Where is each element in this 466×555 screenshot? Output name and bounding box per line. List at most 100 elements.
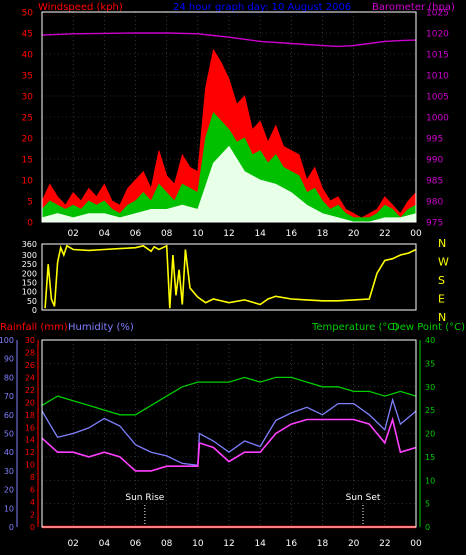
compass-label: N (438, 311, 446, 324)
x-tick-label: 14 (254, 539, 266, 549)
wind-direction-series (44, 244, 417, 309)
compass-label: W (438, 256, 449, 269)
y-tick-label: 25 (22, 114, 33, 124)
rainfall-tick-label: 4 (30, 498, 35, 507)
y2-tick-label: 1005 (426, 93, 449, 103)
x-tick-label: 18 (317, 229, 329, 239)
temperature-tick-label: 10 (425, 476, 435, 485)
y-tick-label: 250 (22, 260, 37, 269)
temperature-tick-label: 30 (425, 383, 435, 392)
x-tick-label: 20 (348, 539, 360, 549)
y2-tick-label: 985 (426, 177, 443, 187)
wind-pressure-panel: 0510152025303540455097598098599099510001… (22, 9, 450, 240)
y-tick-label: 300 (22, 251, 37, 260)
x-tick-label: 02 (67, 539, 78, 549)
rainfall-tick-label: 14 (25, 436, 35, 445)
y-tick-label: 100 (22, 288, 37, 297)
rainfall-tick-label: 10 (25, 461, 35, 470)
x-tick-label: 16 (286, 229, 298, 239)
y-tick-label: 150 (22, 279, 37, 288)
plot-frame (41, 243, 417, 311)
x-tick-label: 22 (379, 229, 390, 239)
y-tick-label: 40 (22, 51, 34, 61)
y2-tick-label: 1015 (426, 51, 449, 61)
y2-tick-label: 1025 (426, 9, 449, 19)
x-tick-label: 06 (130, 539, 142, 549)
x-tick-label: 18 (317, 539, 329, 549)
plot-frame (41, 339, 417, 528)
y2-tick-label: 1000 (426, 114, 449, 124)
x-tick-label: 08 (161, 539, 173, 549)
humidity-tick-label: 90 (4, 355, 14, 364)
humidity-axis-title: Humidity (%) (68, 322, 134, 333)
temperature-tick-label: 0 (425, 523, 430, 532)
y-tick-label: 30 (22, 93, 34, 103)
x-tick-label: 04 (99, 229, 111, 239)
temperature-tick-label: 35 (425, 359, 435, 368)
compass-label: N (438, 237, 446, 250)
y-tick-label: 10 (22, 177, 34, 187)
temperature-tick-label: 5 (425, 500, 430, 509)
compass-label: E (438, 293, 445, 306)
rainfall-tick-label: 18 (25, 411, 35, 420)
y-tick-label: 200 (22, 269, 37, 278)
windspeed-low-series (41, 145, 417, 223)
y-tick-label: 0 (27, 219, 33, 229)
y2-tick-label: 975 (426, 219, 443, 229)
humidity-tick-label: 20 (4, 486, 14, 495)
x-tick-label: 10 (192, 539, 204, 549)
rainfall-tick-label: 6 (30, 486, 35, 495)
x-tick-label: 02 (67, 229, 78, 239)
y-tick-label: 50 (22, 9, 34, 19)
x-tick-label: 10 (192, 229, 204, 239)
humidity-tick-label: 80 (4, 373, 14, 382)
y2-tick-label: 990 (426, 156, 443, 166)
y2-tick-label: 995 (426, 135, 443, 145)
rainfall-tick-label: 22 (25, 386, 35, 395)
y-tick-label: 15 (22, 156, 33, 166)
rainfall-tick-label: 12 (25, 448, 35, 457)
humidity-tick-label: 30 (4, 467, 14, 476)
x-tick-label: 14 (254, 229, 266, 239)
rainfall-tick-label: 20 (25, 398, 35, 407)
y2-tick-label: 980 (426, 198, 443, 208)
y2-tick-label: 1020 (426, 30, 449, 40)
windspeed-axis-title: Windspeed (kph) (38, 2, 123, 13)
temperature-axis-title: Temperature (°C) (311, 322, 398, 333)
barometer-series (41, 32, 417, 48)
rainfall-tick-label: 30 (25, 336, 35, 345)
rainfall-tick-label: 0 (30, 523, 35, 532)
humidity-tick-label: 40 (4, 448, 14, 457)
barometer-axis-title: Barometer (hpa) (372, 2, 455, 13)
dewpoint-series (41, 416, 417, 472)
plot-frame (41, 11, 417, 223)
y-tick-label: 45 (22, 30, 33, 40)
x-tick-label: 20 (348, 229, 360, 239)
humidity-tick-label: 0 (9, 523, 14, 532)
chart-title: 24 hour graph day: 10 August 2006 (173, 2, 351, 13)
y-tick-label: 35 (22, 72, 33, 82)
dewpoint-axis-title: Dew Point (°C) (392, 322, 465, 333)
humidity-tick-label: 10 (4, 504, 14, 513)
compass-label: S (438, 274, 445, 287)
rain-humidity-temp-panel: 0102030405060708090100024681012141618202… (0, 336, 435, 549)
x-tick-label: 12 (223, 539, 234, 549)
x-tick-label: 12 (223, 229, 234, 239)
temperature-tick-label: 25 (425, 406, 435, 415)
y-tick-label: 5 (27, 198, 33, 208)
rainfall-tick-label: 8 (30, 473, 35, 482)
rainfall-tick-label: 24 (25, 373, 35, 382)
temperature-series (41, 376, 417, 416)
x-tick-label: 16 (286, 539, 298, 549)
humidity-tick-label: 100 (0, 336, 14, 345)
x-tick-label: 22 (379, 539, 390, 549)
x-tick-label: 08 (161, 229, 173, 239)
x-tick-label: 06 (130, 229, 142, 239)
temperature-tick-label: 15 (425, 453, 435, 462)
x-tick-label: 00 (410, 539, 422, 549)
rainfall-tick-label: 16 (25, 423, 35, 432)
rainfall-tick-label: 28 (25, 348, 35, 357)
